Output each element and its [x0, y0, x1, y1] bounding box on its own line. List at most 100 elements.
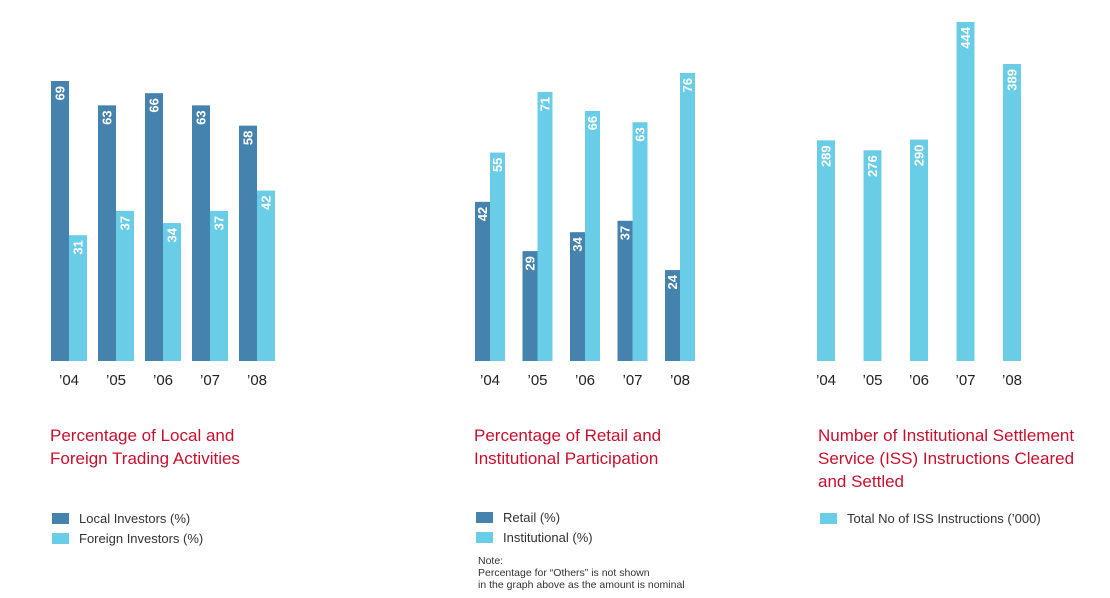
legend-label: Institutional (%)	[503, 529, 593, 545]
bar-light-3	[956, 22, 975, 361]
bar-light-4	[680, 73, 695, 361]
x-tick-label: ’08	[670, 372, 690, 389]
chart-title: Number of Institutional Settlement Servi…	[818, 424, 1074, 493]
legend-swatch	[52, 532, 69, 544]
note-line: in the graph above as the amount is nomi…	[478, 579, 685, 591]
bar-light-0	[69, 235, 87, 361]
x-tick-label: ’08	[247, 372, 267, 389]
bar-value-label: 290	[912, 145, 927, 167]
bar-value-label: 63	[194, 110, 209, 124]
chart-panel-participation: 42 55 ’04 29 71 ’05 34 66 ’06 37 63 ’07 24 76 ’08 Perc…	[400, 0, 770, 598]
bar-dark-0	[51, 81, 69, 361]
bar-value-label: 276	[865, 155, 880, 177]
bar-dark-4	[239, 125, 257, 361]
chart-title-line: Percentage of Retail and	[474, 426, 662, 445]
chart-title-line: Number of Institutional Settlement	[818, 426, 1075, 445]
bar-value-label: 76	[680, 78, 695, 92]
legend-label: Retail (%)	[503, 509, 561, 525]
bar-light-2	[910, 139, 928, 361]
x-tick-label: ’04	[816, 372, 836, 389]
chart-title: Percentage of Retail and Institutional P…	[474, 424, 661, 470]
bar-light-4	[257, 190, 275, 361]
bar-dark-2	[570, 232, 585, 361]
legend-swatch	[476, 531, 493, 543]
x-tick-label: ’05	[106, 372, 126, 389]
bar-light-1	[116, 210, 134, 361]
bar-value-label: 63	[100, 110, 115, 124]
bar-light-1	[537, 91, 553, 362]
legend-item-iss: Total No of ISS Instructions (’000)	[820, 508, 1041, 528]
bar-dark-2	[145, 93, 163, 361]
bar-light-3	[210, 210, 228, 361]
x-tick-label: ’05	[527, 372, 547, 389]
bar-dark-3	[192, 105, 210, 361]
x-tick-label: ’07	[955, 372, 975, 389]
bar-light-0	[817, 140, 835, 361]
bar-value-label: 24	[665, 274, 680, 289]
bar-value-label: 66	[147, 98, 162, 112]
bar-light-1	[863, 150, 882, 361]
chart-title-line: Institutional Participation	[474, 449, 659, 468]
bar-dark-1	[522, 251, 538, 361]
bar-value-label: 37	[212, 216, 227, 230]
x-tick-label: ’04	[480, 372, 500, 389]
legend-swatch	[820, 512, 837, 524]
chart-trading-svg: 69 31 ’04 63 37 ’05 66 34 ’06 63 37 ’07 58 42 ’08	[51, 81, 275, 389]
bar-value-label: 63	[633, 127, 648, 141]
bar-light-2	[585, 110, 600, 361]
x-tick-label: ’07	[200, 372, 220, 389]
legend-item-foreign: Foreign Investors (%)	[52, 528, 203, 548]
chart-panel-iss: 289 ’04 276 ’05 290 ’06 444 ’07 389 ’08 Number of…	[770, 0, 1110, 598]
bar-value-label: 31	[71, 240, 86, 254]
bar-value-label: 29	[523, 256, 538, 270]
bar-value-label: 37	[118, 216, 133, 230]
chart-legend: Local Investors (%) Foreign Investors (%…	[52, 508, 203, 548]
chart-panel-trading: 69 31 ’04 63 37 ’05 66 34 ’06 63 37 ’07 58 42 ’08 Perc…	[0, 0, 370, 598]
bar-value-label: 444	[958, 26, 973, 48]
bar-dark-1	[98, 105, 116, 361]
bar-value-label: 55	[490, 158, 505, 172]
legend-label: Total No of ISS Instructions (’000)	[847, 510, 1041, 526]
x-tick-label: ’06	[153, 372, 173, 389]
bar-value-label: 37	[618, 226, 633, 240]
bar-value-label: 58	[241, 131, 256, 145]
note-line: Percentage for “Others” is not shown	[478, 567, 650, 579]
legend-item-institutional: Institutional (%)	[476, 527, 593, 547]
bar-value-label: 42	[259, 196, 274, 210]
x-tick-label: ’06	[575, 372, 595, 389]
x-tick-label: ’04	[59, 372, 79, 389]
bar-light-4	[1003, 63, 1021, 361]
chart-title-line: Foreign Trading Activities	[50, 449, 240, 468]
chart-iss-svg: 289 ’04 276 ’05 290 ’06 444 ’07 389 ’08	[816, 22, 1022, 389]
bar-dark-4	[665, 270, 680, 361]
chart-note: Note: Percentage for “Others” is not sho…	[478, 555, 685, 591]
chart-participation-svg: 42 55 ’04 29 71 ’05 34 66 ’06 37 63 ’07 24 76 ’08	[475, 73, 695, 389]
bar-light-0	[490, 152, 505, 361]
chart-title-line: and Settled	[818, 472, 905, 491]
bar-light-2	[163, 223, 181, 361]
chart-legend: Total No of ISS Instructions (’000)	[820, 508, 1041, 528]
legend-item-local: Local Investors (%)	[52, 508, 203, 528]
bar-value-label: 69	[53, 86, 68, 100]
chart-legend: Retail (%) Institutional (%)	[476, 507, 593, 547]
x-tick-label: ’05	[862, 372, 882, 389]
bar-light-3	[632, 122, 648, 362]
bar-value-label: 34	[570, 236, 585, 251]
x-tick-label: ’06	[909, 372, 929, 389]
chart-title-line: Service (ISS) Instructions Cleared	[818, 449, 1075, 468]
bar-value-label: 66	[585, 116, 600, 130]
x-tick-label: ’08	[1002, 372, 1022, 389]
bar-value-label: 389	[1005, 69, 1020, 91]
legend-item-retail: Retail (%)	[476, 507, 593, 527]
note-line: Note:	[478, 555, 504, 567]
legend-label: Local Investors (%)	[79, 510, 191, 526]
legend-swatch	[52, 512, 69, 524]
bar-value-label: 71	[538, 97, 553, 111]
legend-label: Foreign Investors (%)	[79, 530, 204, 546]
x-tick-label: ’07	[622, 372, 642, 389]
bar-dark-0	[475, 201, 490, 361]
legend-swatch	[476, 511, 493, 523]
bar-value-label: 34	[165, 227, 180, 242]
bar-dark-3	[617, 220, 633, 361]
bar-value-label: 42	[475, 207, 490, 221]
